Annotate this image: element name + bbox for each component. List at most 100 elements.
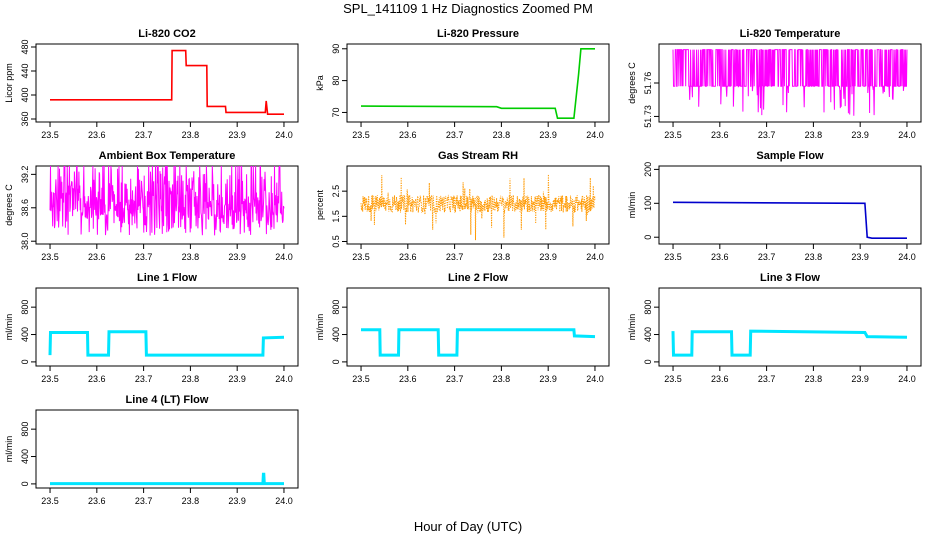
x-tick-label: 23.7 — [135, 252, 153, 262]
x-tick-label: 23.8 — [805, 374, 823, 384]
panel-line-1-flow: Line 1 Flow 23.5 23.6 23.7 23.8 23.9 24.0 0 400 8… — [4, 272, 299, 384]
series-area — [672, 201, 907, 239]
plot-frame — [658, 287, 922, 367]
y-tick-label: 400 — [20, 87, 30, 102]
x-tick-label: 23.8 — [182, 374, 200, 384]
x-tick-label: 23.5 — [41, 374, 59, 384]
y-tick-label: 400 — [20, 449, 30, 464]
panel-title: Sample Flow — [756, 150, 824, 162]
y-tick-label: 400 — [20, 327, 30, 342]
y-axis-label: ml/min — [4, 314, 14, 341]
y-axis-label: ml/min — [4, 436, 14, 463]
x-tick-label: 23.5 — [41, 252, 59, 262]
panel-sample-flow: Sample Flow 23.5 23.6 23.7 23.8 23.9 24.0 0 100 2… — [627, 150, 922, 262]
x-tick-label: 23.9 — [539, 130, 557, 140]
y-tick-label: 90 — [331, 44, 341, 54]
x-tick-label: 23.6 — [711, 252, 729, 262]
series-area — [672, 49, 908, 116]
panel-title: Gas Stream RH — [438, 150, 518, 162]
x-tick-label: 23.5 — [41, 130, 59, 140]
x-tick-label: 23.9 — [851, 252, 869, 262]
y-tick-label: 0 — [20, 359, 30, 364]
y-axis-label: degrees C — [4, 184, 14, 226]
y-tick-label: 0.5 — [331, 235, 341, 248]
x-tick-label: 23.5 — [352, 374, 370, 384]
plot-frame — [346, 43, 610, 123]
x-tick-label: 23.9 — [851, 130, 869, 140]
y-tick-label: 80 — [331, 76, 341, 86]
x-tick-label: 23.6 — [88, 496, 106, 506]
plot-frame — [346, 165, 610, 245]
panel-title: Li-820 Pressure — [437, 28, 519, 40]
x-tick-label: 23.9 — [228, 252, 246, 262]
x-tick-label: 23.6 — [88, 130, 106, 140]
series-line — [672, 49, 908, 116]
y-tick-label: 51.76 — [643, 72, 653, 95]
x-tick-label: 23.8 — [493, 130, 511, 140]
x-tick-label: 23.8 — [182, 130, 200, 140]
series-area — [361, 328, 596, 357]
series-area — [50, 49, 284, 115]
x-tick-label: 24.0 — [586, 374, 604, 384]
x-tick-label: 23.7 — [446, 374, 464, 384]
series-area — [50, 472, 284, 486]
panel-ambient-box-temperature: Ambient Box Temperature 23.5 23.6 23.7 23.8 2… — [4, 150, 299, 262]
series-area — [360, 48, 595, 119]
panel-title: Line 1 Flow — [137, 272, 197, 284]
x-tick-label: 23.9 — [228, 130, 246, 140]
y-tick-label: 39.2 — [20, 166, 30, 184]
x-tick-label: 23.7 — [758, 374, 776, 384]
plot-frame — [346, 287, 610, 367]
panel-li-820-pressure: Li-820 Pressure 23.5 23.6 23.7 23.8 23.9 24.0 7… — [315, 28, 610, 140]
series-line — [50, 472, 284, 486]
y-tick-label: 480 — [20, 39, 30, 54]
x-tick-label: 23.6 — [711, 130, 729, 140]
x-tick-label: 23.5 — [664, 130, 682, 140]
x-tick-label: 23.5 — [664, 252, 682, 262]
panel-li-820-co2: Li-820 CO2 23.5 23.6 23.7 23.8 23.9 24.0 360 400… — [4, 28, 299, 140]
y-axis-label: Licor ppm — [4, 63, 14, 103]
y-tick-label: 200 — [643, 162, 653, 177]
y-axis-label: ml/min — [627, 192, 637, 219]
y-tick-label: 400 — [331, 327, 341, 342]
y-tick-label: 38.0 — [20, 232, 30, 250]
x-tick-label: 24.0 — [586, 130, 604, 140]
series-area — [360, 174, 596, 241]
y-tick-label: 70 — [331, 107, 341, 117]
y-axis-label: kPa — [315, 75, 325, 91]
x-tick-label: 23.7 — [758, 252, 776, 262]
series-line — [50, 49, 284, 115]
figure-xlabel: Hour of Day (UTC) — [414, 519, 522, 534]
x-tick-label: 23.9 — [228, 496, 246, 506]
x-tick-label: 23.7 — [758, 130, 776, 140]
y-tick-label: 800 — [20, 422, 30, 437]
x-tick-label: 23.8 — [493, 374, 511, 384]
x-tick-label: 23.5 — [41, 496, 59, 506]
series-area — [49, 166, 285, 236]
y-tick-label: 400 — [643, 327, 653, 342]
x-tick-label: 24.0 — [898, 252, 916, 262]
series-line — [361, 328, 596, 357]
series-area — [48, 330, 285, 357]
x-tick-label: 23.5 — [352, 130, 370, 140]
y-tick-label: 800 — [20, 300, 30, 315]
panel-title: Line 3 Flow — [760, 272, 820, 284]
x-tick-label: 23.6 — [399, 252, 417, 262]
x-tick-label: 24.0 — [275, 130, 293, 140]
y-tick-label: 800 — [331, 300, 341, 315]
panel-line-3-flow: Line 3 Flow 23.5 23.6 23.7 23.8 23.9 24.0 0 400 8… — [627, 272, 922, 384]
series-line — [360, 48, 595, 119]
x-tick-label: 23.9 — [539, 374, 557, 384]
x-tick-label: 23.8 — [805, 252, 823, 262]
x-tick-label: 23.6 — [399, 130, 417, 140]
panel-gas-stream-rh: Gas Stream RH 23.5 23.6 23.7 23.8 23.9 24.0 0.5… — [315, 150, 610, 262]
plot-frame — [35, 287, 299, 367]
y-axis-label: ml/min — [627, 314, 637, 341]
x-tick-label: 23.5 — [664, 374, 682, 384]
y-tick-label: 1.5 — [331, 210, 341, 223]
series-line — [49, 166, 285, 236]
y-tick-label: 0 — [643, 235, 653, 240]
x-tick-label: 23.7 — [446, 130, 464, 140]
x-tick-label: 23.8 — [493, 252, 511, 262]
figure-title: SPL_141109 1 Hz Diagnostics Zoomed PM — [343, 1, 593, 16]
